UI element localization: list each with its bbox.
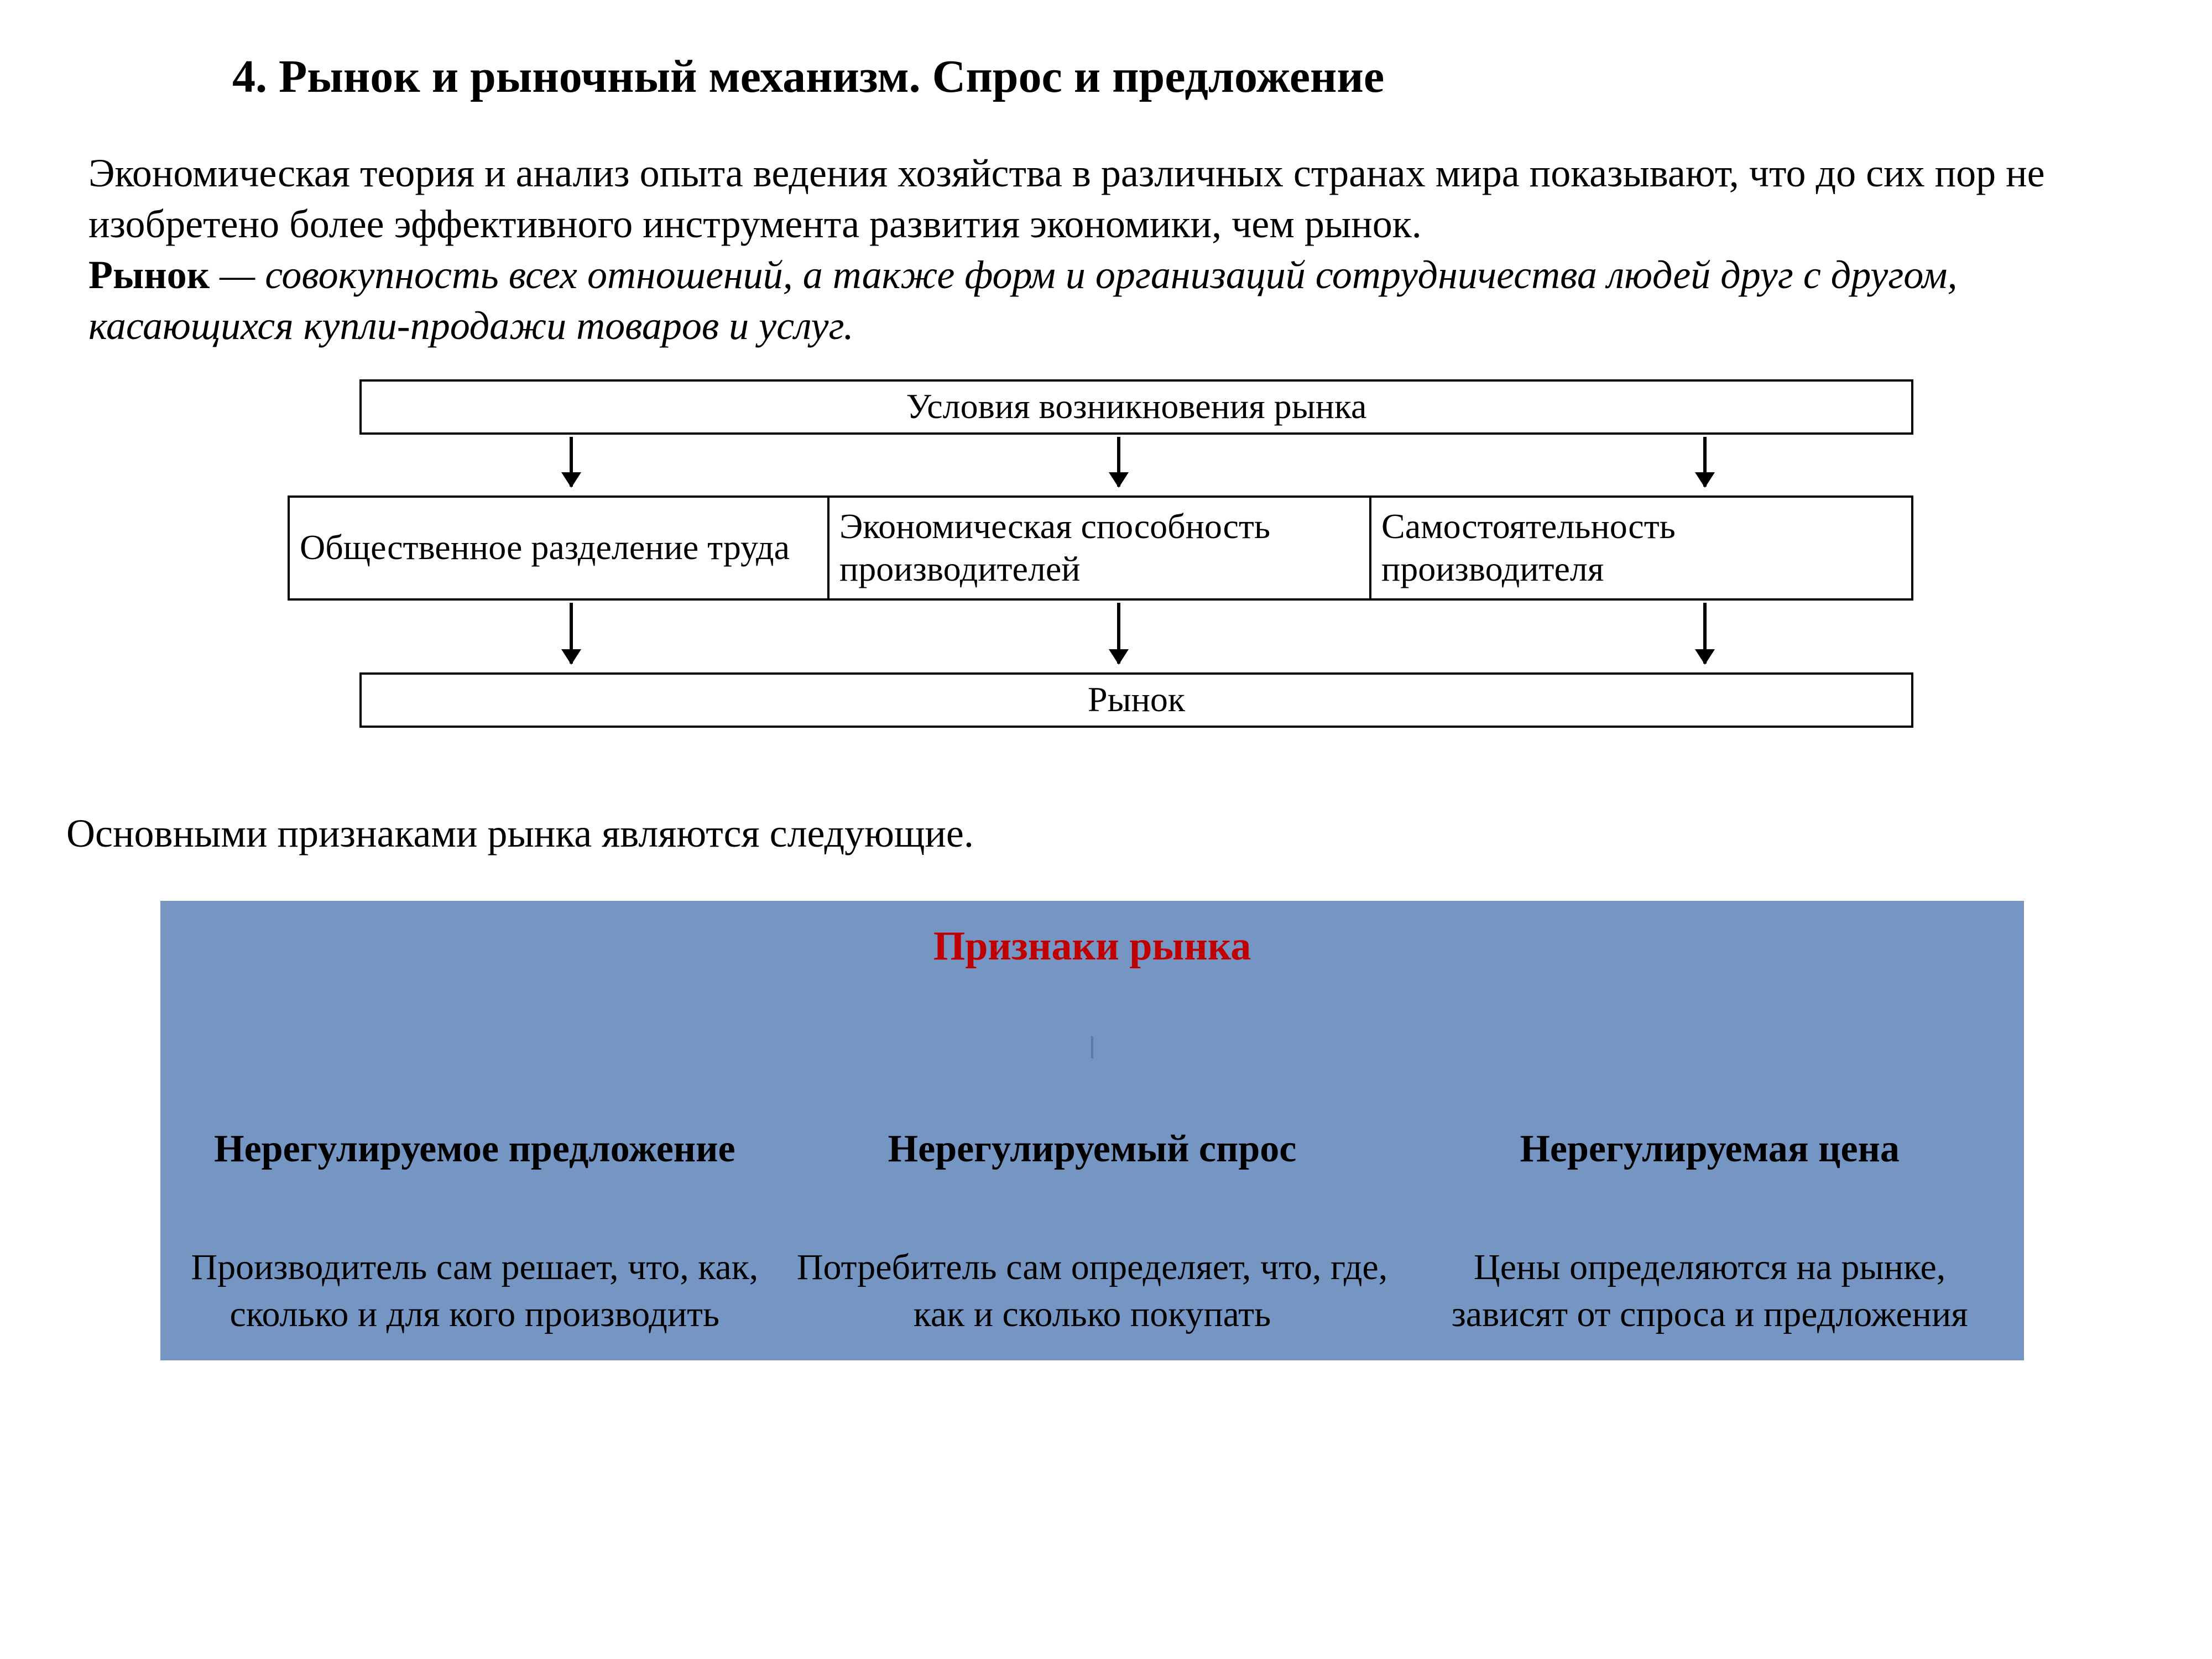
flow-arrow-icon [1117, 437, 1120, 487]
flow-bottom-box: Рынок [359, 672, 1913, 728]
flow-mid-label: Самостоятельность производителя [1381, 505, 1901, 591]
panel-column-heading: Нерегулируемый спрос [795, 1125, 1390, 1222]
intro-term: Рынок [88, 253, 210, 297]
intro-definition: — совокупность всех отношений, а также ф… [88, 253, 1958, 348]
panel-column-text: Цены определяются на рынке, зависят от с… [1412, 1244, 2007, 1339]
flow-mid-label: Экономическая способность производителей [839, 505, 1359, 591]
market-features-panel: Признаки рынка Нерегулируемое предложени… [160, 901, 2024, 1361]
intro-plain: Экономическая теория и анализ опыта веде… [88, 151, 2045, 246]
features-intro: Основными признаками рынка являются след… [66, 811, 2101, 857]
panel-column: Нерегулируемое предложение Производитель… [166, 1125, 784, 1339]
panel-column-text: Потребитель сам определяет, что, где, ка… [795, 1244, 1390, 1339]
panel-column-text: Производитель сам решает, что, как, скол… [177, 1244, 773, 1339]
market-conditions-flowchart: Условия возникновения рынка Общественное… [288, 379, 1913, 766]
flow-mid-box: Общественное разделение труда [288, 495, 830, 601]
flow-arrow-icon [570, 603, 573, 664]
flow-top-box: Условия возникновения рынка [359, 379, 1913, 435]
panel-column-heading: Нерегулируемая цена [1412, 1125, 2007, 1222]
flow-mid-box: Экономическая способность производителей [827, 495, 1371, 601]
flow-arrow-icon [1703, 603, 1707, 664]
flow-bottom-label: Рынок [1088, 679, 1185, 721]
flow-mid-label: Общественное разделение труда [300, 526, 790, 569]
page-title: 4. Рынок и рыночный механизм. Спрос и пр… [232, 50, 2101, 103]
flow-arrow-icon [1703, 437, 1707, 487]
intro-paragraph: Экономическая теория и анализ опыта веде… [88, 148, 2101, 352]
panel-column: Нерегулируемая цена Цены определяются на… [1401, 1125, 2018, 1339]
panel-divider-tick [1091, 1036, 1093, 1058]
slide: 4. Рынок и рыночный механизм. Спрос и пр… [0, 0, 2212, 1659]
flow-top-label: Условия возникновения рынка [906, 385, 1367, 428]
flow-arrow-icon [570, 437, 573, 487]
flow-arrow-icon [1117, 603, 1120, 664]
panel-column-heading: Нерегулируемое предложение [177, 1125, 773, 1222]
flow-mid-box: Самостоятельность производителя [1369, 495, 1913, 601]
panel-title: Признаки рынка [166, 923, 2018, 970]
panel-column: Нерегулируемый спрос Потребитель сам опр… [784, 1125, 1401, 1339]
panel-columns: Нерегулируемое предложение Производитель… [166, 1125, 2018, 1339]
